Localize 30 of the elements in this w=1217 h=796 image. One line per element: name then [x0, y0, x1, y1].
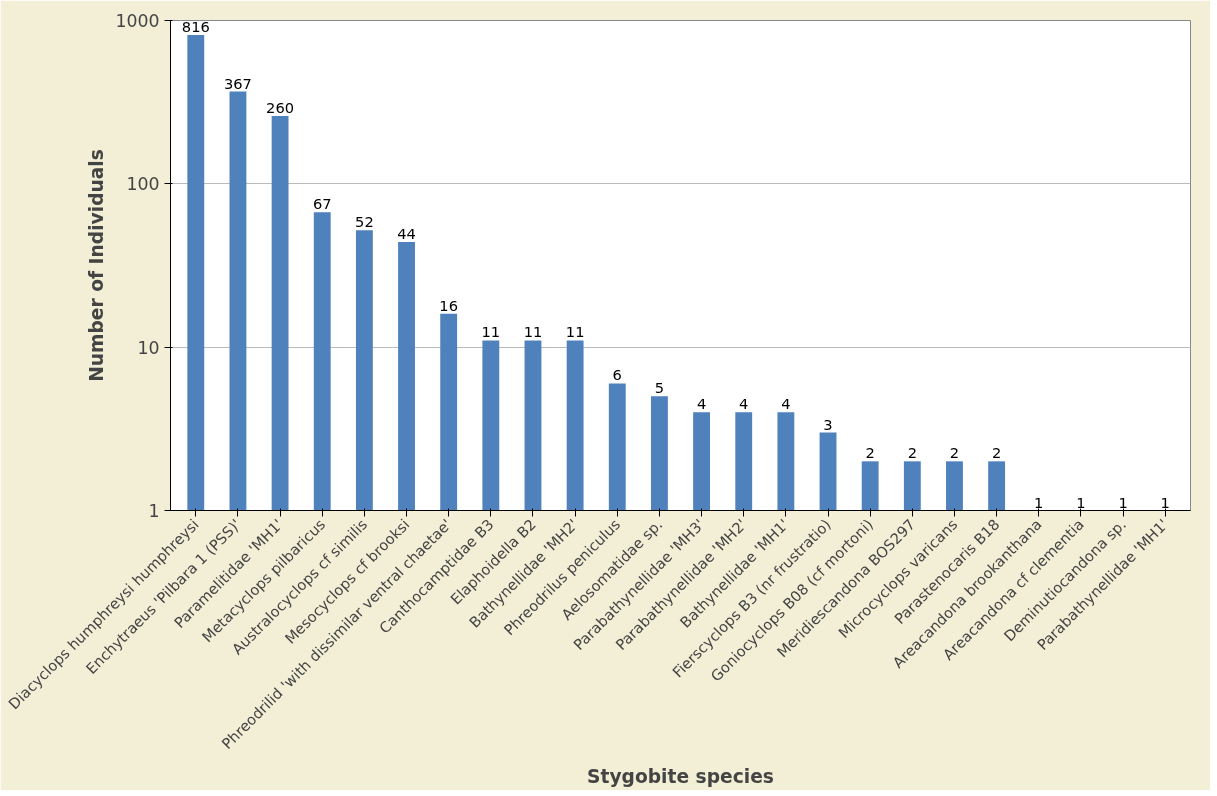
data-label: 16	[439, 296, 459, 314]
data-label: 4	[739, 395, 749, 413]
data-label: 1	[1076, 493, 1086, 511]
data-label: 1	[1118, 493, 1128, 511]
data-label: 3	[823, 415, 833, 433]
data-label: 4	[696, 395, 707, 413]
data-label: 11	[523, 323, 543, 341]
data-label: 1	[1034, 493, 1044, 511]
data-label: 816	[181, 17, 210, 35]
data-label: 2	[865, 444, 875, 462]
data-label: 260	[266, 99, 295, 117]
data-label: 11	[481, 323, 501, 341]
data-label: 44	[397, 225, 416, 243]
data-label: 2	[991, 444, 1002, 462]
y-tick-label: 10	[137, 337, 160, 358]
data-label: 11	[565, 323, 585, 341]
data-label: 2	[949, 444, 960, 462]
y-tick-label: 1000	[115, 11, 160, 31]
data-label: 2	[907, 444, 917, 462]
data-label: 4	[781, 395, 791, 413]
data-label: 367	[223, 74, 252, 92]
data-label: 6	[612, 366, 622, 384]
data-label: 67	[312, 195, 332, 213]
data-label: 5	[654, 379, 665, 397]
data-label: 1	[1160, 493, 1170, 511]
y-axis-title: Number of Individuals	[86, 149, 108, 382]
y-tick-label: 1	[148, 501, 160, 521]
y-tick-label: 100	[126, 174, 160, 195]
x-axis-title: Stygobite species	[587, 766, 774, 788]
data-label: 52	[355, 213, 374, 231]
